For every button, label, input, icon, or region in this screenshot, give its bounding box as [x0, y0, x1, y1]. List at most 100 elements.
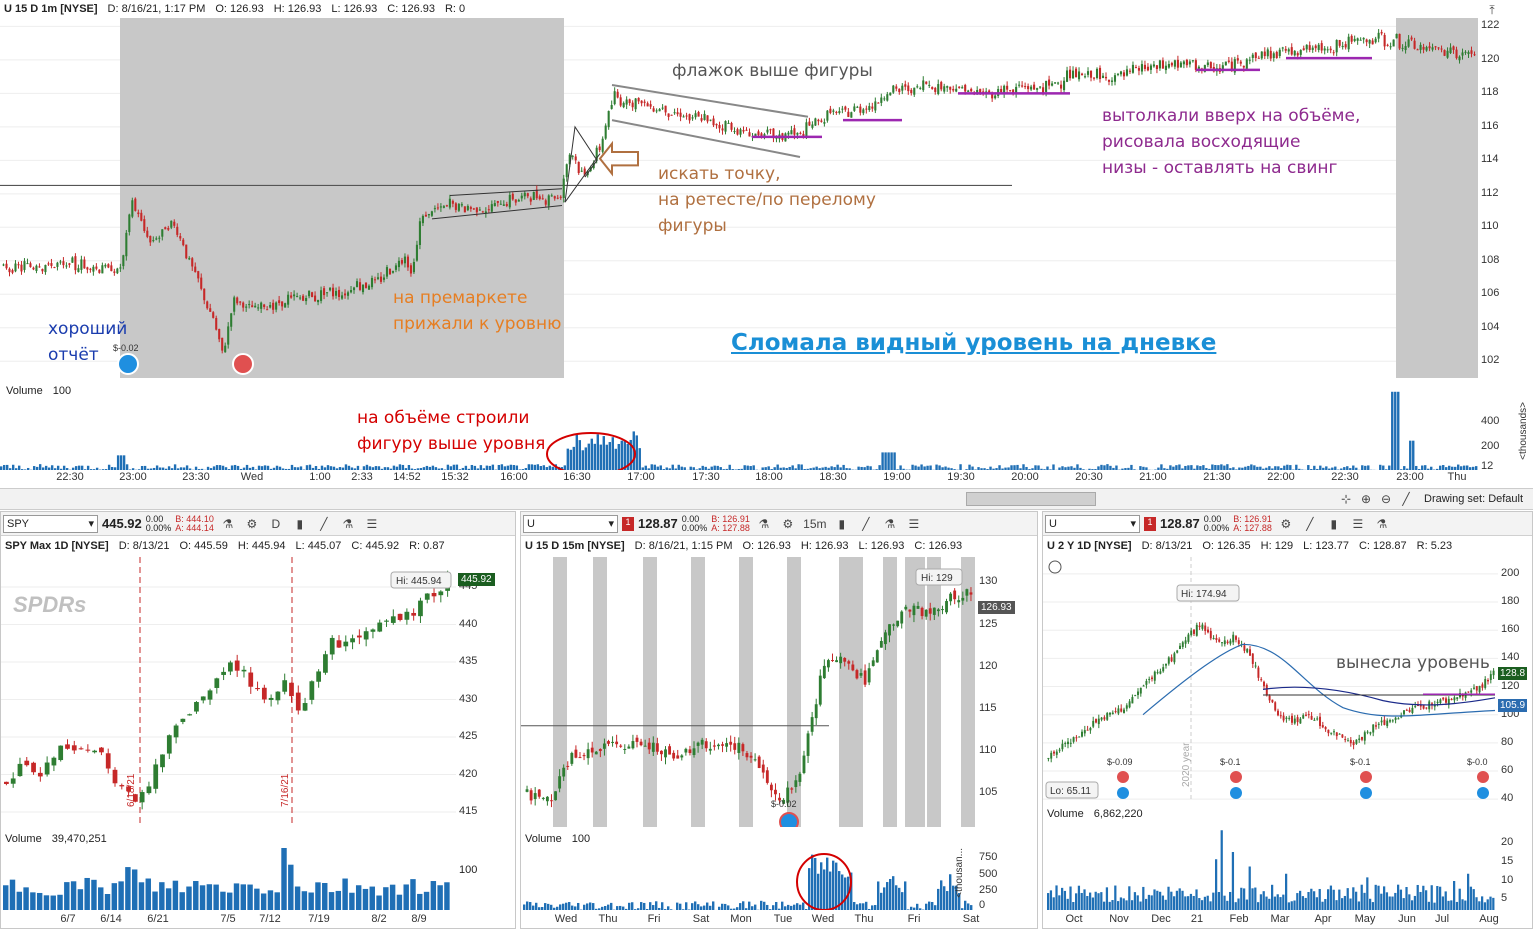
u2y-candle: [1335, 732, 1338, 737]
u15-candle: [647, 742, 651, 750]
draw-line-icon[interactable]: ╱: [1402, 492, 1410, 506]
u15-volume-bar: [958, 893, 961, 910]
main-candle: [520, 195, 523, 199]
main-volume-bar: [1025, 466, 1028, 470]
main-candle: [53, 267, 56, 269]
candle-style-icon[interactable]: ▮: [838, 516, 846, 531]
study-icon[interactable]: ⚗: [884, 516, 896, 531]
main-candle: [562, 178, 565, 199]
flask-icon[interactable]: ⚗: [222, 516, 234, 531]
u2y-volume-bar: [1083, 889, 1086, 910]
spy-hi-label-box: [390, 571, 452, 589]
main-volume-bar: [536, 464, 540, 470]
u15-volume-bar: [577, 902, 580, 910]
scrollbar-thumb[interactable]: [966, 492, 1096, 506]
earnings-bulb-icon: [117, 353, 139, 375]
main-volume-bar: [680, 466, 683, 470]
u15-candle: [835, 660, 838, 663]
u2y-candle: [1207, 629, 1209, 633]
gear-icon[interactable]: ⚙: [246, 516, 258, 531]
main-candle: [460, 204, 463, 206]
main-volume-bar: [1460, 466, 1463, 470]
main-volume-bar: [416, 468, 420, 470]
spy-candle: [65, 744, 70, 749]
draw-icon[interactable]: ╱: [320, 516, 328, 531]
spy-candle: [221, 671, 226, 675]
menu-icon[interactable]: ☰: [1352, 516, 1364, 531]
main-candle: [397, 260, 401, 268]
main-candle: [859, 106, 862, 113]
main-candle: [77, 268, 80, 272]
main-time-axis-tick: 15:32: [441, 471, 469, 483]
main-volume-bar: [728, 464, 731, 470]
u15-period[interactable]: 15m: [803, 516, 827, 531]
spy-range: R: 0.87: [409, 540, 445, 552]
u2y-volume-bar: [1226, 900, 1229, 910]
menu-icon[interactable]: ☰: [366, 516, 378, 531]
candle-style-icon[interactable]: ▮: [296, 516, 304, 531]
u15-candle: [757, 756, 761, 769]
draw-icon[interactable]: ╱: [862, 516, 870, 531]
main-volume-bar: [1367, 465, 1370, 470]
link-badge-icon[interactable]: 1: [1144, 516, 1156, 531]
main-volume-bar: [35, 466, 39, 470]
draw-icon[interactable]: ╱: [1306, 516, 1314, 531]
crosshair-icon[interactable]: ⊹: [1340, 492, 1352, 506]
spy-price: 445.92: [102, 516, 142, 531]
main-volume-bar: [215, 465, 219, 470]
study-icon[interactable]: ⚗: [1376, 516, 1388, 531]
main-volume-bar: [866, 465, 869, 470]
main-volume-bar: [425, 465, 429, 470]
spy-volume-bar: [233, 883, 240, 910]
zoom-out-icon[interactable]: ⊖: [1380, 492, 1392, 506]
u2y-volume-bar: [1276, 894, 1279, 910]
main-volume-bar: [827, 467, 830, 470]
main-candle: [700, 118, 703, 121]
flask-icon[interactable]: ⚗: [758, 516, 770, 531]
u2y-symbol-input[interactable]: U ▾: [1045, 514, 1140, 533]
u2y-candle: [1215, 638, 1218, 640]
u15-volume-bar: [565, 902, 568, 910]
main-volume-bar: [305, 465, 309, 470]
main-price-chart[interactable]: [0, 18, 1478, 378]
menu-icon[interactable]: ☰: [908, 516, 920, 531]
u2y-volume-bar: [1299, 890, 1302, 910]
gear-icon[interactable]: ⚙: [782, 516, 794, 531]
u2y-candle: [1408, 709, 1411, 712]
u2y-candle: [1123, 709, 1125, 713]
u15-price-chart[interactable]: Hi: 129$-0.02: [521, 557, 976, 827]
main-candle: [1063, 80, 1066, 91]
u2y-volume-bar: [1397, 884, 1400, 910]
gear-icon[interactable]: ⚙: [1280, 516, 1292, 531]
main-volume-bar: [0, 466, 3, 470]
collapse-icon[interactable]: ⤒: [1489, 2, 1495, 17]
u15-volume-bar: [781, 901, 784, 910]
candle-style-icon[interactable]: ▮: [1330, 516, 1338, 531]
spy-symbol-input[interactable]: SPY ▾: [3, 514, 98, 533]
drawing-set-label[interactable]: Drawing set: Default: [1424, 493, 1524, 505]
u15-candle: [704, 741, 708, 749]
main-volume-bar: [170, 468, 174, 470]
main-candle: [152, 240, 155, 242]
main-volume-bar: [1349, 468, 1352, 470]
main-candle: [730, 122, 733, 130]
u15-toolbar: U ▾ 1 128.87 0.00 0.00% B: 126.91 A: 127.88…: [521, 512, 1037, 536]
main-candle: [856, 106, 859, 108]
study-icon[interactable]: ⚗: [342, 516, 354, 531]
u15-candle: [574, 749, 578, 758]
main-volume-bar: [734, 469, 737, 470]
main-candle: [1452, 46, 1455, 50]
main-volume-bar: [1466, 465, 1469, 470]
spy-period[interactable]: D: [271, 516, 281, 531]
zoom-in-icon[interactable]: ⊕: [1360, 492, 1372, 506]
main-candle: [934, 87, 937, 92]
main-candle: [317, 299, 320, 303]
main-candle: [493, 203, 496, 207]
u2y-bid-ask: B: 126.91 A: 127.88: [1233, 513, 1272, 533]
flag-lower-line: [611, 119, 801, 158]
u15-symbol-input[interactable]: U ▾: [523, 514, 618, 533]
link-badge-icon[interactable]: 1: [622, 516, 634, 531]
u2y-conference-icon: [1477, 771, 1489, 783]
